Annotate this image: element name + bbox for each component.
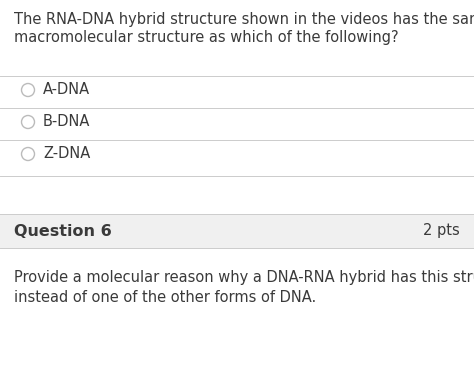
Text: Z-DNA: Z-DNA [43, 147, 90, 162]
Text: 2 pts: 2 pts [423, 223, 460, 238]
Text: B-DNA: B-DNA [43, 115, 91, 129]
Text: A-DNA: A-DNA [43, 82, 90, 97]
Text: macromolecular structure as which of the following?: macromolecular structure as which of the… [14, 30, 399, 45]
Bar [0, 214, 474, 248]
Text: instead of one of the other forms of DNA.: instead of one of the other forms of DNA… [14, 290, 316, 305]
Text: The RNA-DNA hybrid structure shown in the videos has the same: The RNA-DNA hybrid structure shown in th… [14, 12, 474, 27]
Text: Provide a molecular reason why a DNA-RNA hybrid has this structure: Provide a molecular reason why a DNA-RNA… [14, 270, 474, 285]
Text: Question 6: Question 6 [14, 223, 112, 238]
